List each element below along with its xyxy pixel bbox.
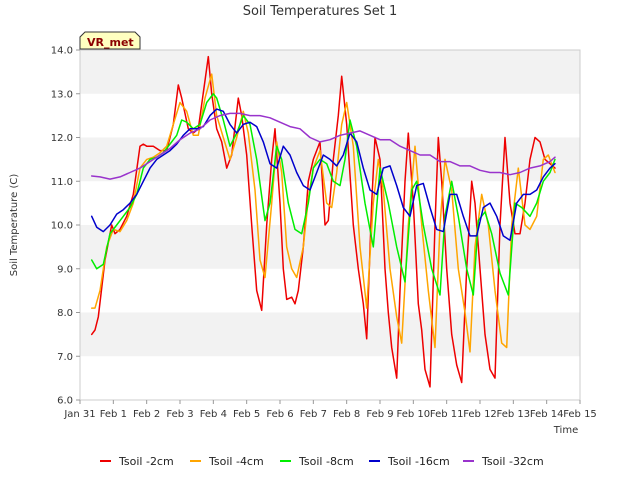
x-tick-label: Feb 5 [233, 409, 260, 420]
x-tick-label: Feb 3 [166, 409, 193, 420]
x-axis-ticks: Jan 31 Feb 1 Feb 2 Feb 3 Feb 4 Feb 5 Feb 6 Feb … [63, 400, 597, 420]
grid-band [80, 312, 580, 357]
y-tick-label: 14.0 [51, 46, 73, 57]
x-axis-label: Time [553, 425, 578, 436]
series-line-tsoil-4cm [90, 73, 556, 353]
x-tick-label: Feb 7 [300, 409, 327, 420]
y-tick-label: 6.0 [57, 396, 73, 407]
legend: Tsoil -2cm Tsoil -4cm Tsoil -8cm Tsoil -16c… [100, 455, 544, 468]
x-tick-label: Feb 2 [133, 409, 160, 420]
y-tick-label: 9.0 [57, 264, 73, 275]
x-tick-label: Feb 4 [200, 409, 227, 420]
y-tick-label: 13.0 [51, 89, 73, 100]
grid-band [80, 50, 580, 94]
x-tick-label: Feb 11 [430, 409, 464, 420]
legend-label: Tsoil -16cm [387, 455, 450, 468]
legend-item: Tsoil -8cm [280, 455, 354, 468]
y-tick-label: 12.0 [51, 133, 73, 144]
series-line-tsoil-16cm [90, 108, 556, 242]
site-label-box: VR_met [79, 31, 141, 50]
x-tick-label: Feb 15 [563, 409, 597, 420]
site-label-frame [79, 31, 141, 50]
x-tick-label: Feb 6 [266, 409, 293, 420]
legend-label: Tsoil -4cm [208, 455, 264, 468]
series-line-tsoil-2cm [90, 55, 556, 388]
x-tick-label: Feb 8 [333, 409, 360, 420]
x-tick-label: Feb 13 [497, 409, 531, 420]
series-line-tsoil-32cm [90, 112, 556, 180]
x-tick-label: Feb 10 [397, 409, 431, 420]
legend-label: Tsoil -8cm [298, 455, 354, 468]
y-tick-label: 8.0 [57, 308, 73, 319]
site-label: VR_met [87, 36, 134, 49]
x-tick-label: Feb 12 [463, 409, 497, 420]
y-tick-label: 7.0 [57, 352, 73, 363]
series-layer [90, 55, 556, 388]
legend-label: Tsoil -2cm [118, 455, 174, 468]
y-tick-label: 11.0 [51, 177, 73, 188]
series-line-tsoil-8cm [90, 93, 556, 296]
x-tick-label: Feb 9 [366, 409, 393, 420]
x-tick-label: Feb 14 [530, 409, 564, 420]
grid-band [80, 225, 580, 269]
chart-title: Soil Temperatures Set 1 [243, 4, 398, 19]
y-axis-ticks: 6.0 7.0 8.0 9.0 10.0 11.0 12.0 13.0 14.0 [51, 46, 80, 407]
legend-label: Tsoil -32cm [481, 455, 544, 468]
legend-item: Tsoil -2cm [100, 455, 174, 468]
legend-item: Tsoil -32cm [463, 455, 544, 468]
y-axis-label: Soil Temperature (C) [9, 174, 20, 277]
x-tick-label: Jan 31 [63, 409, 95, 420]
x-tick-label: Feb 1 [100, 409, 127, 420]
y-tick-label: 10.0 [51, 221, 73, 232]
legend-item: Tsoil -16cm [369, 455, 450, 468]
legend-item: Tsoil -4cm [190, 455, 264, 468]
